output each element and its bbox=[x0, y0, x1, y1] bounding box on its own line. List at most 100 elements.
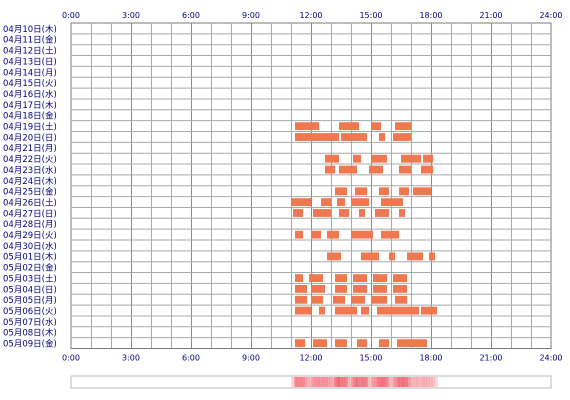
summary-density-cell bbox=[359, 377, 362, 387]
summary-density-cell bbox=[379, 377, 382, 387]
day-label: 04月26日(土) bbox=[3, 197, 57, 208]
summary-density-cell bbox=[397, 377, 400, 387]
summary-density-cell bbox=[399, 377, 402, 387]
activity-bar bbox=[351, 230, 373, 239]
summary-density-cell bbox=[422, 377, 425, 387]
activity-bar bbox=[335, 187, 347, 196]
activity-bar bbox=[379, 187, 389, 196]
summary-density-cell bbox=[341, 377, 343, 387]
summary-density-cell bbox=[346, 377, 348, 387]
summary-density-cell bbox=[374, 377, 377, 387]
activity-bar bbox=[361, 306, 369, 315]
activity-bar bbox=[371, 154, 387, 163]
day-label: 04月28日(月) bbox=[3, 220, 57, 230]
hour-tick-label: 21:00 bbox=[479, 354, 502, 363]
summary-density-cell bbox=[419, 377, 422, 387]
day-label: 04月11日(金) bbox=[3, 35, 57, 46]
activity-bar bbox=[379, 339, 389, 348]
activity-bar bbox=[375, 209, 389, 217]
day-label: 04月29日(火) bbox=[3, 231, 57, 241]
day-label: 04月18日(金) bbox=[3, 111, 57, 122]
activity-bar bbox=[295, 274, 303, 282]
summary-density-cell bbox=[362, 377, 365, 387]
activity-bar bbox=[327, 230, 339, 239]
activity-bar bbox=[337, 198, 345, 207]
summary-density-cell bbox=[349, 377, 352, 387]
hour-tick-label: 18:00 bbox=[419, 354, 442, 363]
summary-density-cell bbox=[371, 377, 373, 387]
activity-bar bbox=[295, 295, 307, 304]
summary-density-cell bbox=[329, 377, 332, 387]
day-label: 04月27日(日) bbox=[3, 209, 57, 219]
hour-tick-label: 12:00 bbox=[299, 354, 322, 363]
hour-tick-label: 0:00 bbox=[62, 354, 80, 363]
summary-density-cell bbox=[404, 377, 407, 387]
day-label: 05月04日(日) bbox=[3, 285, 57, 295]
activity-bar bbox=[311, 230, 321, 239]
hour-tick-label: 6:00 bbox=[182, 11, 200, 20]
activity-bar bbox=[335, 306, 357, 315]
activity-bar bbox=[429, 252, 435, 261]
bottom-hour-axis: 0:00 3:00 6:00 9:00 12:00 15:00 18:00 21:00 24:0… bbox=[62, 354, 563, 363]
summary-density-cell bbox=[357, 377, 360, 387]
hour-tick-label: 6:00 bbox=[182, 354, 200, 363]
day-label: 05月09日(金) bbox=[3, 339, 57, 350]
summary-density-cell bbox=[304, 377, 307, 387]
summary-density-cell bbox=[347, 377, 350, 387]
summary-density-cell bbox=[309, 377, 312, 387]
activity-bar bbox=[335, 274, 347, 282]
activity-bar bbox=[309, 274, 323, 282]
summary-density-cell bbox=[387, 377, 390, 387]
summary-density-cell bbox=[342, 377, 345, 387]
summary-density-cell bbox=[427, 377, 430, 387]
day-label: 05月07日(水) bbox=[3, 317, 57, 328]
summary-strip bbox=[70, 375, 552, 389]
summary-density-cell bbox=[306, 377, 308, 387]
day-label: 04月20日(日) bbox=[3, 133, 57, 143]
summary-density-cell bbox=[322, 377, 325, 387]
summary-density-cell bbox=[311, 377, 313, 387]
day-label: 04月13日(日) bbox=[3, 57, 57, 67]
day-label: 05月08日(木) bbox=[3, 328, 57, 339]
summary-density-cell bbox=[297, 377, 300, 387]
activity-bar bbox=[399, 209, 405, 217]
activity-bar bbox=[325, 165, 335, 174]
day-label: 04月19日(土) bbox=[3, 122, 57, 133]
summary-density-cell bbox=[412, 377, 415, 387]
hour-tick-label: 9:00 bbox=[242, 354, 260, 363]
summary-density-cell bbox=[327, 377, 330, 387]
day-label: 04月14日(月) bbox=[3, 68, 57, 78]
activity-bar bbox=[321, 198, 331, 207]
day-label: 05月03日(土) bbox=[3, 273, 57, 284]
day-label: 04月17日(木) bbox=[3, 100, 57, 111]
summary-density-cell bbox=[344, 377, 347, 387]
summary-density-cell bbox=[414, 377, 417, 387]
activity-bar bbox=[423, 154, 433, 163]
activity-bar bbox=[295, 306, 311, 315]
activity-bar bbox=[291, 198, 311, 207]
summary-density-cell bbox=[317, 377, 320, 387]
summary-density-cell bbox=[424, 377, 427, 387]
summary-density-cell bbox=[409, 377, 412, 387]
hour-tick-label: 24:00 bbox=[539, 11, 562, 20]
activity-bar bbox=[353, 154, 361, 163]
activity-bar bbox=[351, 295, 365, 304]
activity-bar bbox=[357, 339, 367, 348]
activity-bar bbox=[413, 187, 431, 196]
activity-bar bbox=[395, 295, 407, 304]
summary-density-cell bbox=[416, 377, 418, 387]
activity-bar bbox=[339, 165, 357, 174]
activity-bar bbox=[389, 252, 395, 261]
summary-density-cell bbox=[291, 377, 293, 387]
activity-bar bbox=[381, 230, 399, 239]
summary-density-cell bbox=[394, 377, 397, 387]
activity-bar bbox=[399, 187, 409, 196]
summary-density-cell bbox=[336, 377, 338, 387]
summary-density-cell bbox=[377, 377, 380, 387]
hour-tick-label: 3:00 bbox=[122, 11, 140, 20]
summary-density-cell bbox=[312, 377, 315, 387]
hour-tick-label: 0:00 bbox=[62, 11, 80, 20]
summary-density-cell bbox=[307, 377, 310, 387]
summary-density-cell bbox=[402, 377, 405, 387]
